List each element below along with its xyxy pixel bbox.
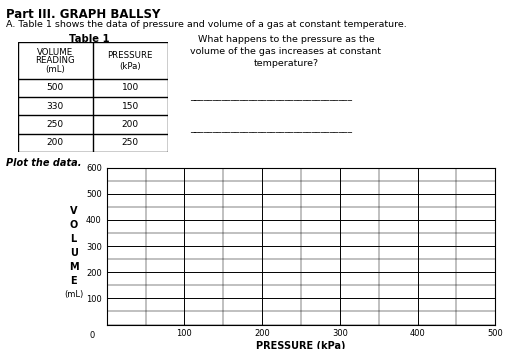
Text: What happens to the pressure as the
volume of the gas increases at constant
temp: What happens to the pressure as the volu… [190,35,382,67]
Text: 100: 100 [121,83,139,92]
Text: Plot the data.: Plot the data. [6,158,82,168]
Text: 500: 500 [47,83,64,92]
Text: ____________________________________: ____________________________________ [190,92,353,102]
Text: 200: 200 [121,120,139,129]
Text: (kPa): (kPa) [119,62,141,72]
Text: 250: 250 [121,138,139,147]
Text: O: O [70,220,78,230]
Text: 0: 0 [90,331,95,340]
X-axis label: PRESSURE (kPa): PRESSURE (kPa) [256,341,346,349]
Text: PRESSURE: PRESSURE [107,51,153,60]
Text: A. Table 1 shows the data of pressure and volume of a gas at constant temperatur: A. Table 1 shows the data of pressure an… [6,20,407,29]
Text: 200: 200 [47,138,64,147]
Text: Part III. GRAPH BALLSY: Part III. GRAPH BALLSY [6,8,161,21]
Text: U: U [70,248,78,258]
Text: (mL): (mL) [64,290,83,299]
Text: 150: 150 [121,102,139,111]
Text: READING: READING [36,56,75,65]
Text: 330: 330 [47,102,64,111]
Text: VOLUME: VOLUME [37,48,73,57]
Text: V: V [70,206,77,216]
Text: 250: 250 [47,120,64,129]
Text: E: E [70,276,77,286]
Text: L: L [71,234,77,244]
Text: ____________________________________: ____________________________________ [190,124,353,133]
Text: M: M [69,262,78,272]
Text: (mL): (mL) [45,65,65,74]
Text: Table 1: Table 1 [69,34,109,44]
